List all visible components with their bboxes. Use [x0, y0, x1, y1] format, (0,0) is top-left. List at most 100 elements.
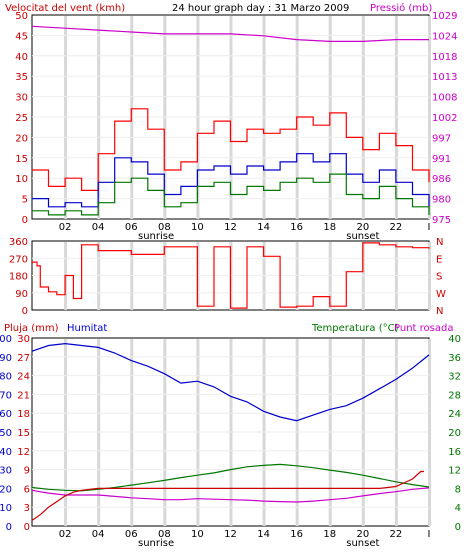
y-tick-label: 50	[0, 428, 12, 439]
vertical-grid-line	[428, 16, 431, 219]
y-tick-label: 180	[9, 272, 28, 283]
humidity-temperature-panel: Pluja (mm) Humitat Temperatura (°C) Punt…	[0, 323, 461, 549]
y-tick-label: 986	[432, 174, 451, 185]
y-tick-label: 9	[24, 466, 30, 477]
sunrise-label: sunrise	[138, 231, 174, 242]
y-tick-label: 8	[455, 484, 461, 495]
y-tick-label: 32	[448, 372, 461, 383]
y-tick-label: 10	[15, 174, 28, 185]
pressure-axis-label: Pressió (mb)	[370, 2, 432, 14]
y-tick-label: 20	[0, 484, 12, 495]
x-tick-label: 22	[390, 222, 403, 233]
y-tick-label: 30	[0, 466, 12, 477]
x-tick-label: 18	[323, 222, 336, 233]
x-tick-label: 12	[224, 222, 237, 233]
y-tick-label: 18	[17, 409, 30, 420]
x-tick-label: 02	[59, 529, 72, 540]
x-tick-label: 08	[158, 529, 171, 540]
x-tick-label: 04	[92, 529, 105, 540]
vertical-grid-line	[428, 242, 431, 310]
wind-speed-line	[32, 108, 430, 191]
y-tick-label: N	[436, 237, 443, 248]
humidity-axis-label: Humitat	[67, 323, 107, 334]
y-tick-label: 1002	[432, 113, 457, 124]
y-tick-label: E	[436, 254, 442, 265]
x-tick-label: 02	[59, 222, 72, 233]
y-tick-label: 0	[6, 522, 12, 533]
x-tick-label: 22	[390, 529, 403, 540]
y-tick-label: 5	[22, 195, 28, 206]
y-tick-label: 6	[24, 484, 30, 495]
y-tick-label: 360	[9, 237, 28, 248]
y-tick-label: 15	[15, 154, 28, 165]
y-tick-label: 24	[17, 372, 30, 383]
wind-direction-line	[32, 242, 430, 309]
y-tick-label: 28	[448, 390, 461, 401]
y-tick-label: 70	[0, 390, 12, 401]
x-tick-label: 04	[92, 222, 105, 233]
y-tick-label: 980	[432, 195, 451, 206]
x-tick-label: 20	[356, 222, 369, 233]
x-tick-label: I	[428, 222, 431, 233]
y-tick-label: 36	[448, 353, 461, 364]
y-tick-label: 30	[17, 334, 30, 345]
y-tick-label: 991	[432, 154, 451, 165]
y-tick-label: 1024	[432, 31, 457, 42]
x-tick-label: 14	[257, 222, 270, 233]
x-tick-label: 20	[356, 529, 369, 540]
x-tick-label: 10	[191, 222, 204, 233]
y-tick-label: 1029	[432, 11, 457, 22]
y-tick-label: 30	[15, 93, 28, 104]
sunrise-label: sunrise	[138, 538, 174, 549]
dew-point-line	[31, 487, 430, 503]
rain-line	[31, 470, 424, 521]
x-tick-label: 08	[158, 222, 171, 233]
x-tick-label: 06	[125, 222, 138, 233]
y-tick-label: 16	[448, 447, 461, 458]
x-tick-label: 12	[224, 529, 237, 540]
y-tick-label: 15	[17, 428, 30, 439]
y-tick-label: 1008	[432, 93, 457, 104]
humidity-line	[31, 342, 430, 422]
y-tick-label: 20	[448, 428, 461, 439]
y-tick-label: 90	[15, 289, 28, 300]
y-tick-label: 1013	[432, 72, 457, 83]
y-tick-label: 997	[432, 133, 451, 144]
x-tick-label: 06	[125, 529, 138, 540]
temperature-axis-label: Temperatura (°C)	[311, 323, 399, 334]
dew-point-axis-label: Punt rosada	[394, 323, 453, 334]
temperature-line	[31, 463, 430, 492]
y-tick-label: 80	[0, 372, 12, 383]
wind-speed-line	[32, 173, 430, 216]
y-tick-label: 60	[0, 409, 12, 420]
y-tick-label: 0	[24, 522, 30, 533]
x-tick-label: 18	[323, 529, 336, 540]
y-tick-label: 0	[22, 306, 28, 317]
y-tick-label: 24	[448, 409, 461, 420]
y-tick-label: 10	[0, 503, 12, 514]
wind-speed-line	[32, 153, 430, 208]
vertical-grid-line	[428, 339, 431, 526]
wind-axis-label: Velocitat del vent (kmh)	[5, 3, 125, 14]
y-tick-label: 975	[432, 215, 451, 226]
y-tick-label: 90	[0, 353, 12, 364]
y-tick-label: 25	[15, 113, 28, 124]
y-tick-label: 12	[448, 466, 461, 477]
x-tick-label: 16	[290, 222, 303, 233]
x-tick-label: 10	[191, 529, 204, 540]
y-tick-label: 45	[15, 31, 28, 42]
x-tick-label: 16	[290, 529, 303, 540]
y-tick-label: 21	[17, 390, 30, 401]
y-tick-label: W	[436, 289, 446, 300]
y-tick-label: 40	[15, 52, 28, 63]
x-tick-label: I	[428, 529, 431, 540]
x-tick-label: 14	[257, 529, 270, 540]
y-tick-label: 3	[24, 503, 30, 514]
y-tick-label: 0	[22, 215, 28, 226]
y-tick-label: 20	[15, 133, 28, 144]
y-tick-label: 0	[455, 522, 461, 533]
y-tick-label: 50	[15, 11, 28, 22]
y-tick-label: 40	[448, 334, 461, 345]
